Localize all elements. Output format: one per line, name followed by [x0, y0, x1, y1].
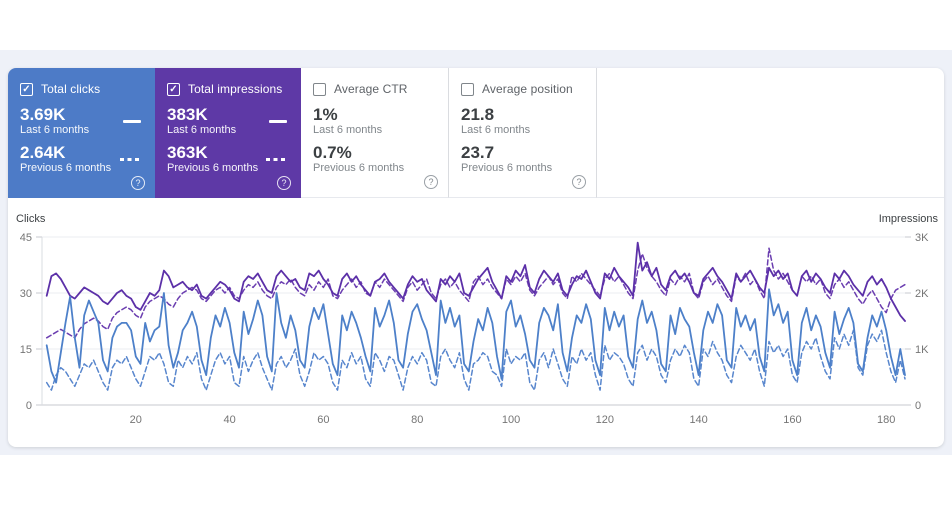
- checkbox-unchecked-icon[interactable]: [313, 82, 326, 96]
- chart-plot-area[interactable]: [42, 237, 905, 405]
- dashed-line-series-icon: [120, 158, 141, 161]
- y-right-tick-label: 0: [915, 400, 921, 412]
- tile-head: Average position: [461, 82, 584, 96]
- x-tick-label: 160: [783, 414, 801, 426]
- x-tick-label: 60: [317, 414, 329, 426]
- x-tick-label: 120: [596, 414, 614, 426]
- metric-caption-last: Last 6 months: [461, 124, 531, 136]
- series-clicks-previous-line: [45, 329, 906, 391]
- metric-caption-last: Last 6 months: [20, 124, 90, 136]
- dashed-line-series-icon: [266, 158, 287, 161]
- checkbox-checked-icon[interactable]: ✓: [167, 82, 180, 96]
- metric-caption-previous: Previous 6 months: [20, 162, 112, 174]
- performance-chart: 45 3K 30 2K 15 1K 0 0 Clicks Impressions 20 40 60 80 1…: [8, 208, 944, 447]
- series-clicks-last-line: [45, 288, 906, 384]
- tile-head: ✓ Total impressions: [167, 82, 289, 96]
- performance-panel-background: ✓ Total clicks 3.69K Last 6 months 2.64K: [0, 50, 952, 455]
- metric-value-last: 1%: [313, 105, 338, 124]
- y-right-tick-label: 1K: [915, 344, 929, 356]
- metric-tile-total-clicks[interactable]: ✓ Total clicks 3.69K Last 6 months 2.64K: [8, 68, 155, 198]
- series-impressions-last-line: [45, 241, 906, 322]
- metric-tile-average-ctr[interactable]: Average CTR 1% Last 6 months 0.7% Previo…: [301, 68, 449, 198]
- help-icon[interactable]: ?: [277, 176, 291, 190]
- metric-tile-label: Total impressions: [188, 82, 283, 96]
- metric-caption-previous: Previous 6 months: [167, 162, 259, 174]
- left-axis-title: Clicks: [16, 213, 46, 225]
- x-tick-label: 140: [689, 414, 707, 426]
- metric-value-last: 3.69K: [20, 105, 66, 124]
- metric-caption-last: Last 6 months: [313, 124, 383, 136]
- y-left-tick-label: 45: [20, 232, 32, 244]
- tile-head: ✓ Total clicks: [20, 82, 143, 96]
- metric-tile-label: Average CTR: [334, 82, 408, 96]
- performance-card: ✓ Total clicks 3.69K Last 6 months 2.64K: [8, 68, 944, 447]
- solid-line-series-icon: [269, 120, 287, 123]
- metric-value-previous: 363K: [167, 143, 208, 162]
- x-tick-label: 20: [130, 414, 142, 426]
- metric-value-previous: 2.64K: [20, 143, 66, 162]
- metric-tile-average-position[interactable]: Average position 21.8 Last 6 months 23.7…: [449, 68, 597, 198]
- help-icon[interactable]: ?: [572, 175, 586, 189]
- y-left-tick-label: 30: [20, 288, 32, 300]
- metric-value-last: 383K: [167, 105, 208, 124]
- metric-tile-total-impressions[interactable]: ✓ Total impressions 383K Last 6 months 3…: [155, 68, 301, 198]
- metric-tiles-row: ✓ Total clicks 3.69K Last 6 months 2.64K: [8, 68, 944, 198]
- checkbox-checked-icon[interactable]: ✓: [20, 82, 33, 96]
- metric-tile-label: Total clicks: [41, 82, 101, 96]
- x-tick-label: 40: [223, 414, 235, 426]
- tile-head: Average CTR: [313, 82, 436, 96]
- y-left-tick-label: 0: [26, 400, 32, 412]
- y-right-tick-label: 3K: [915, 232, 929, 244]
- chart-canvas: 45 3K 30 2K 15 1K 0 0 Clicks Impressions 20 40 60 80 1…: [16, 213, 939, 426]
- metric-tile-label: Average position: [482, 82, 573, 96]
- metric-value-previous: 0.7%: [313, 143, 352, 162]
- x-tick-label: 100: [502, 414, 520, 426]
- metric-caption-last: Last 6 months: [167, 124, 237, 136]
- help-icon[interactable]: ?: [131, 176, 145, 190]
- y-right-tick-label: 2K: [915, 288, 929, 300]
- metric-value-last: 21.8: [461, 105, 495, 124]
- checkbox-unchecked-icon[interactable]: [461, 82, 474, 96]
- metric-value-previous: 23.7: [461, 143, 495, 162]
- x-tick-label: 80: [411, 414, 423, 426]
- y-left-tick-label: 15: [20, 344, 32, 356]
- metric-caption-previous: Previous 6 months: [313, 162, 405, 174]
- x-tick-label: 180: [877, 414, 895, 426]
- right-axis-title: Impressions: [879, 213, 939, 225]
- metric-caption-previous: Previous 6 months: [461, 162, 553, 174]
- help-icon[interactable]: ?: [424, 175, 438, 189]
- solid-line-series-icon: [123, 120, 141, 123]
- tiles-row-filler: [597, 68, 944, 198]
